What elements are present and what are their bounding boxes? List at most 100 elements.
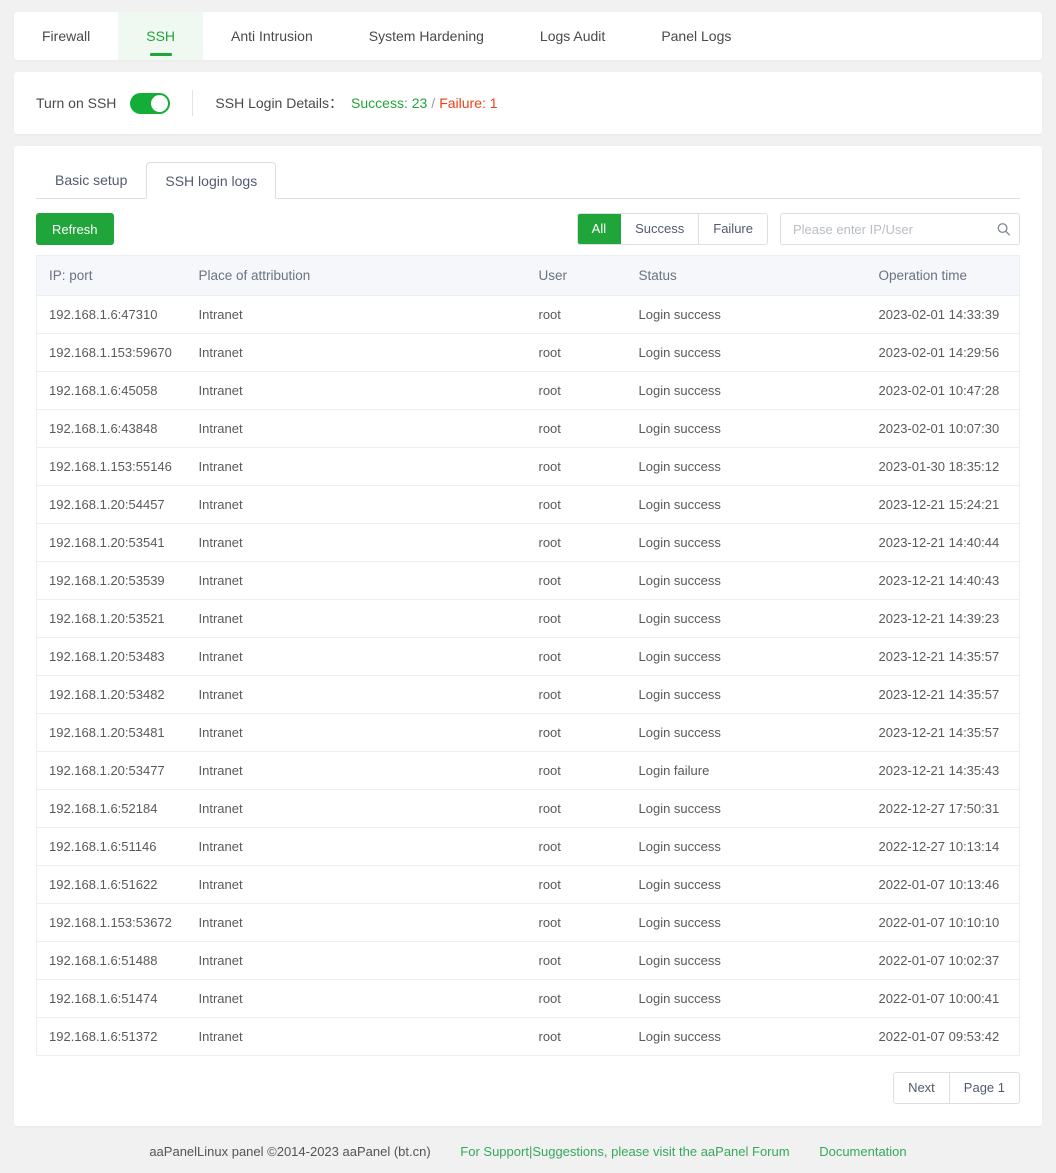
cell-status: Login success xyxy=(626,865,867,904)
ssh-status-card: Turn on SSH SSH Login Details： Success: … xyxy=(14,72,1042,134)
nav-tab-ssh[interactable]: SSH xyxy=(118,12,204,60)
cell-status: Login failure xyxy=(626,751,867,790)
cell-status: Login success xyxy=(626,637,867,676)
cell-place: Intranet xyxy=(186,561,527,600)
table-body: 192.168.1.6:47310 Intranet root Login succe… xyxy=(36,295,1020,1056)
table-row: 192.168.1.6:52184 Intranet root Login succe… xyxy=(36,789,1020,828)
cell-user: root xyxy=(526,1017,627,1056)
column-header-ip-port: IP: port xyxy=(36,255,187,296)
table-row: 192.168.1.6:51372 Intranet root Login succe… xyxy=(36,1017,1020,1056)
cell-user: root xyxy=(526,409,627,448)
cell-ip-port: 192.168.1.153:53672 xyxy=(36,903,187,942)
nav-tab-system-hardening[interactable]: System Hardening xyxy=(368,28,484,44)
ssh-toggle-switch[interactable] xyxy=(130,92,171,114)
cell-status: Login success xyxy=(626,333,867,372)
ssh-success-count: Success: 23 xyxy=(351,95,428,111)
cell-user: root xyxy=(526,637,627,676)
cell-place: Intranet xyxy=(186,637,527,676)
inner-tab-ssh-login-logs[interactable]: SSH login logs xyxy=(146,162,277,199)
cell-ip-port: 192.168.1.20:53539 xyxy=(36,561,187,600)
search-input[interactable] xyxy=(780,213,1020,245)
cell-place: Intranet xyxy=(186,599,527,638)
cell-status: Login success xyxy=(626,941,867,980)
table-row: 192.168.1.153:53672 Intranet root Login suc… xyxy=(36,903,1020,942)
pagination-group: Next Page 1 xyxy=(893,1072,1020,1104)
cell-place: Intranet xyxy=(186,1017,527,1056)
ssh-status-row: Turn on SSH SSH Login Details： Success: … xyxy=(14,72,1042,134)
vertical-divider xyxy=(192,90,194,116)
cell-operation-time: 2022-01-07 10:00:41 xyxy=(866,979,1020,1018)
cell-user: root xyxy=(526,447,627,486)
cell-place: Intranet xyxy=(186,865,527,904)
filter-button-failure[interactable]: Failure xyxy=(699,214,767,244)
toggle-knob xyxy=(151,94,169,112)
cell-status: Login success xyxy=(626,789,867,828)
cell-user: root xyxy=(526,371,627,410)
ssh-logs-card: Basic setup SSH login logs Refresh All Suc… xyxy=(14,146,1042,1126)
cell-place: Intranet xyxy=(186,409,527,448)
cell-ip-port: 192.168.1.20:53541 xyxy=(36,523,187,562)
cell-operation-time: 2023-12-21 14:35:57 xyxy=(866,713,1020,752)
filter-button-success[interactable]: Success xyxy=(621,214,700,244)
table-row: 192.168.1.153:59670 Intranet root Login suc… xyxy=(36,333,1020,372)
cell-operation-time: 2023-12-21 14:40:43 xyxy=(866,561,1020,600)
cell-operation-time: 2022-01-07 10:13:46 xyxy=(866,865,1020,904)
nav-tab-anti-intrusion[interactable]: Anti Intrusion xyxy=(231,28,313,44)
cell-ip-port: 192.168.1.20:53483 xyxy=(36,637,187,676)
column-header-place-of-attribution: Place of attribution xyxy=(186,255,527,296)
cell-place: Intranet xyxy=(186,827,527,866)
cell-place: Intranet xyxy=(186,713,527,752)
cell-ip-port: 192.168.1.20:53482 xyxy=(36,675,187,714)
cell-ip-port: 192.168.1.6:51488 xyxy=(36,941,187,980)
cell-operation-time: 2023-12-21 14:39:23 xyxy=(866,599,1020,638)
cell-user: root xyxy=(526,865,627,904)
cell-ip-port: 192.168.1.6:43848 xyxy=(36,409,187,448)
cell-user: root xyxy=(526,561,627,600)
cell-user: root xyxy=(526,333,627,372)
table-row: 192.168.1.20:53481 Intranet root Login succ… xyxy=(36,713,1020,752)
cell-user: root xyxy=(526,941,627,980)
cell-user: root xyxy=(526,675,627,714)
table-row: 192.168.1.6:43848 Intranet root Login succe… xyxy=(36,409,1020,448)
table-row: 192.168.1.6:51474 Intranet root Login succe… xyxy=(36,979,1020,1018)
pagination: Next Page 1 xyxy=(36,1072,1020,1104)
cell-user: root xyxy=(526,599,627,638)
table-header-row: IP: port Place of attribution User Status Op… xyxy=(36,255,1020,296)
current-page-indicator[interactable]: Page 1 xyxy=(949,1073,1019,1103)
cell-ip-port: 192.168.1.6:51372 xyxy=(36,1017,187,1056)
cell-user: root xyxy=(526,979,627,1018)
column-header-status: Status xyxy=(626,255,867,296)
cell-operation-time: 2022-01-07 10:10:10 xyxy=(866,903,1020,942)
table-row: 192.168.1.6:51146 Intranet root Login succe… xyxy=(36,827,1020,866)
column-header-user: User xyxy=(526,255,627,296)
cell-place: Intranet xyxy=(186,903,527,942)
cell-operation-time: 2022-01-07 10:02:37 xyxy=(866,941,1020,980)
table-row: 192.168.1.153:55146 Intranet root Login suc… xyxy=(36,447,1020,486)
next-page-button[interactable]: Next xyxy=(894,1073,950,1103)
logs-toolbar: Refresh All Success Failure xyxy=(36,213,1020,245)
nav-tab-firewall[interactable]: Firewall xyxy=(42,28,91,44)
cell-status: Login success xyxy=(626,561,867,600)
nav-tab-logs-audit[interactable]: Logs Audit xyxy=(539,28,606,44)
nav-tab-panel-logs[interactable]: Panel Logs xyxy=(661,28,732,44)
cell-ip-port: 192.168.1.6:52184 xyxy=(36,789,187,828)
cell-place: Intranet xyxy=(186,447,527,486)
table-row: 192.168.1.6:45058 Intranet root Login succe… xyxy=(36,371,1020,410)
footer-support-link[interactable]: For Support|Suggestions, please visit th… xyxy=(460,1144,790,1159)
ssh-login-logs-table: IP: port Place of attribution User Status Op… xyxy=(36,255,1020,1056)
cell-ip-port: 192.168.1.20:53481 xyxy=(36,713,187,752)
cell-ip-port: 192.168.1.20:53521 xyxy=(36,599,187,638)
inner-tab-basic-setup[interactable]: Basic setup xyxy=(55,172,128,188)
filter-button-all[interactable]: All xyxy=(577,214,622,244)
refresh-button[interactable]: Refresh xyxy=(36,213,114,245)
cell-status: Login success xyxy=(626,979,867,1018)
cell-operation-time: 2023-12-21 15:24:21 xyxy=(866,485,1020,524)
search-box xyxy=(780,213,1020,245)
cell-ip-port: 192.168.1.6:47310 xyxy=(36,295,187,334)
column-header-operation-time: Operation time xyxy=(866,255,1020,296)
footer-documentation-link[interactable]: Documentation xyxy=(819,1144,907,1159)
cell-place: Intranet xyxy=(186,941,527,980)
cell-status: Login success xyxy=(626,485,867,524)
cell-place: Intranet xyxy=(186,523,527,562)
page-footer: aaPanelLinux panel ©2014-2023 aaPanel (b… xyxy=(14,1144,1042,1173)
